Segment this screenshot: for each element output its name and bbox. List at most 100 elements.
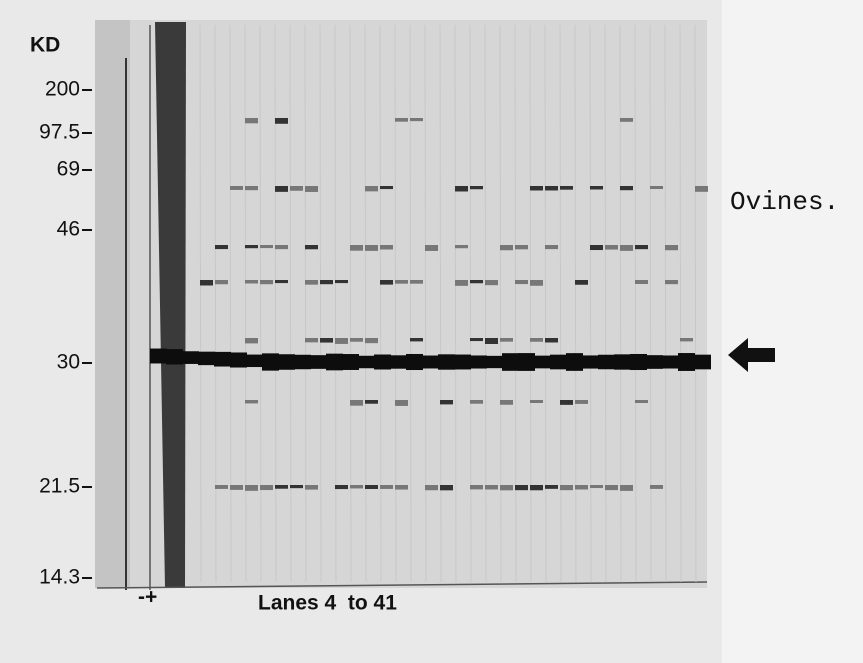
band [335,338,348,344]
main-band [454,354,471,370]
main-band [662,355,679,369]
main-band [390,355,407,369]
lane-streak [679,24,682,583]
band [485,338,498,344]
band [245,118,258,124]
band [245,280,258,284]
band [380,280,393,285]
band [215,485,228,489]
band [320,338,333,343]
band [455,280,468,286]
band [575,400,588,404]
band [620,485,633,491]
marker-label: 200 [45,78,80,101]
band [470,280,483,284]
band [335,485,348,490]
lane-streak [409,24,412,583]
band [365,186,378,192]
band [425,485,438,491]
main-band [342,354,359,370]
band [245,400,258,404]
band [590,485,603,489]
main-band [230,352,247,368]
band [530,186,543,191]
main-band [694,354,711,370]
band [530,400,543,404]
band [680,338,693,342]
lane-streak [349,24,352,583]
band [650,485,663,489]
band [380,186,393,190]
main-band [438,354,455,370]
arrow [728,338,775,372]
band [275,186,288,192]
band [275,280,288,284]
band [605,485,618,491]
lane-streak [634,24,637,583]
band [530,338,543,342]
main-band [470,355,487,369]
marker-label: 97.5 [39,121,80,144]
main-band [278,354,295,370]
main-band [646,355,663,369]
band [500,245,513,251]
band [290,186,303,191]
main-band [246,354,263,368]
band [350,400,363,406]
band [365,400,378,404]
band [365,245,378,251]
marker-label: 69 [57,158,80,181]
band [470,186,483,190]
lane-streak [319,24,322,583]
band [260,245,273,249]
lane-streak [214,24,217,583]
band [470,400,483,404]
band [410,118,423,122]
band [575,280,588,285]
band [215,280,228,285]
band [275,118,288,124]
band [545,338,558,343]
band [575,485,588,490]
main-band [518,353,535,371]
band [260,280,273,285]
main-band [294,354,311,370]
band [380,485,393,489]
main-band [262,353,279,371]
lane-streak [289,24,292,583]
band [350,485,363,489]
caption: Lanes 4 to 41 [258,592,397,615]
lane-streak [454,24,457,583]
main-band [182,351,199,364]
band [500,338,513,342]
band [305,186,318,192]
band [515,280,528,285]
band [470,338,483,342]
main-band [486,355,503,369]
band [545,245,558,250]
band [620,186,633,191]
lane-streak [274,24,277,583]
marker-label: 14.3 [39,566,80,589]
band [410,338,423,342]
band [305,280,318,285]
marker-label: 30 [57,351,80,374]
band [635,245,648,250]
main-band [534,355,551,369]
band [590,245,603,251]
band [635,280,648,285]
band [545,485,558,489]
band [200,280,213,286]
band [695,186,708,192]
main-band [326,353,343,371]
main-band [374,354,391,370]
main-band [310,355,327,369]
band [395,280,408,284]
band [545,186,558,191]
gel [95,20,707,588]
band [395,485,408,490]
band [410,280,423,284]
lane-streak [589,24,592,583]
gel-bottom [96,581,708,589]
main-band [422,355,439,369]
